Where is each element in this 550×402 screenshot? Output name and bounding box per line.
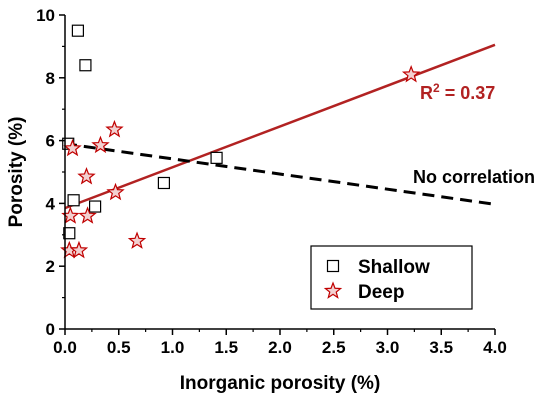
y-tick-label: 10 xyxy=(36,6,55,25)
x-tick-label: 1.0 xyxy=(161,338,185,357)
x-tick-label: 3.5 xyxy=(429,338,453,357)
deep-point xyxy=(63,138,82,157)
y-tick-label: 8 xyxy=(46,69,55,88)
r2-prefix: R xyxy=(420,83,433,103)
axes: 0.0 0.5 1.0 1.5 2.0 2.5 3.0 3.5 4.0 0 2 4 6 8 10 xyxy=(36,6,507,357)
regression-line xyxy=(64,43,496,210)
r2-superscript: 2 xyxy=(433,81,440,95)
r2-value: = 0.37 xyxy=(440,83,496,103)
shallow-point xyxy=(210,151,223,164)
deep-point xyxy=(401,64,421,83)
x-tick-label: 3.0 xyxy=(376,338,400,357)
legend-marker-deep xyxy=(323,281,343,299)
r2-annotation: R2 = 0.37 xyxy=(420,81,495,103)
x-tick-label: 1.5 xyxy=(214,338,238,357)
y-tick-label: 0 xyxy=(46,320,55,339)
x-tick-label: 0.5 xyxy=(107,338,131,357)
legend-marker-star xyxy=(323,281,343,299)
deep-point xyxy=(106,182,125,201)
deep-point xyxy=(127,231,147,249)
legend-label-deep: Deep xyxy=(358,282,404,303)
x-tick-label: 0.0 xyxy=(53,338,77,357)
shallow-point xyxy=(71,24,85,37)
y-tick-label: 2 xyxy=(46,257,55,276)
legend-marker-square xyxy=(326,259,340,273)
shallow-point xyxy=(88,200,102,213)
deep-point xyxy=(77,167,96,185)
shallow-point xyxy=(157,176,170,190)
deep-point xyxy=(105,119,124,138)
y-tick-label: 4 xyxy=(46,194,56,213)
deep-point xyxy=(69,240,89,259)
x-tick-label: 2.5 xyxy=(322,338,346,357)
x-axis-label: Inorganic porosity (%) xyxy=(180,373,381,394)
y-tick-label: 6 xyxy=(46,132,55,151)
trend-lines xyxy=(64,43,496,210)
x-tick-label: 2.0 xyxy=(268,338,292,357)
deep-point xyxy=(91,135,110,154)
x-tick-label: 4.0 xyxy=(483,338,507,357)
deep-point xyxy=(78,206,97,224)
no-correlation-line xyxy=(64,142,496,206)
legend-label-shallow: Shallow xyxy=(358,257,430,278)
shallow-point xyxy=(67,194,80,207)
y-axis-label: Porosity (%) xyxy=(6,117,27,228)
no-correlation-annotation: No correlation xyxy=(413,167,535,187)
legend: Shallow Deep xyxy=(310,245,473,310)
shallow-point xyxy=(79,59,92,72)
legend-box xyxy=(310,245,473,310)
shallow-point xyxy=(63,227,76,240)
legend-marker-shallow xyxy=(326,259,340,273)
